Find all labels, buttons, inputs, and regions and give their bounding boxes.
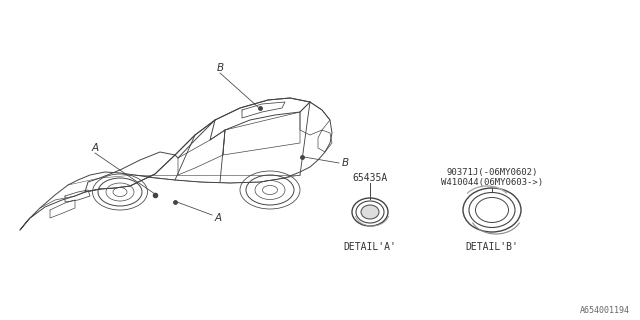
Text: DETAIL'B': DETAIL'B' bbox=[465, 242, 518, 252]
Text: B: B bbox=[216, 63, 223, 73]
Text: B: B bbox=[342, 158, 349, 168]
Text: A: A bbox=[92, 143, 99, 153]
Text: 65435A: 65435A bbox=[353, 173, 388, 183]
Ellipse shape bbox=[361, 205, 379, 219]
Text: DETAIL'A': DETAIL'A' bbox=[344, 242, 396, 252]
Text: 90371J(-06MY0602): 90371J(-06MY0602) bbox=[446, 167, 538, 177]
Text: A654001194: A654001194 bbox=[580, 306, 630, 315]
Text: A: A bbox=[214, 213, 221, 223]
Text: W410044(06MY0603->): W410044(06MY0603->) bbox=[441, 178, 543, 187]
